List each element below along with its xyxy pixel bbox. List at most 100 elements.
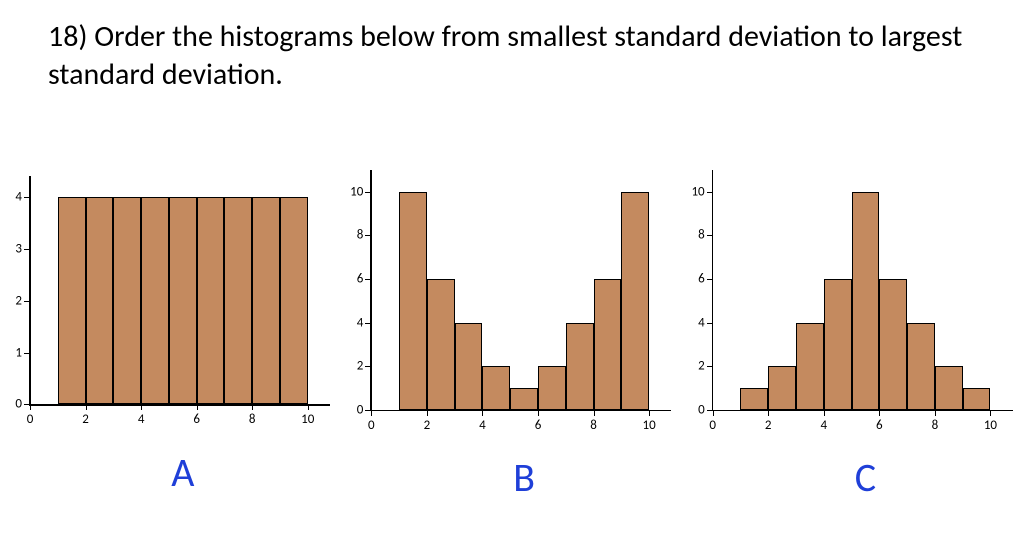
x-tick-label: 4 bbox=[479, 418, 486, 433]
bar bbox=[621, 192, 649, 410]
bar bbox=[594, 279, 622, 410]
chart-label-B: B bbox=[513, 453, 535, 502]
bar bbox=[482, 366, 510, 410]
y-tick bbox=[24, 301, 29, 302]
y-tick-label: 10 bbox=[339, 184, 363, 199]
chart-cell-B: 02468100246810B bbox=[341, 170, 682, 490]
x-tick-label: 6 bbox=[876, 418, 883, 433]
bar bbox=[58, 197, 86, 405]
x-tick bbox=[86, 405, 87, 410]
x-tick-label: 4 bbox=[138, 412, 145, 427]
y-tick bbox=[707, 192, 712, 193]
y-tick-label: 6 bbox=[681, 271, 705, 286]
x-tick bbox=[252, 405, 253, 410]
bar bbox=[538, 366, 566, 410]
bar bbox=[113, 197, 141, 405]
y-tick bbox=[365, 410, 370, 411]
x-tick bbox=[713, 411, 714, 416]
bar bbox=[963, 388, 991, 410]
y-tick bbox=[24, 249, 29, 250]
x-tick bbox=[427, 411, 428, 416]
y-tick-label: 0 bbox=[339, 402, 363, 417]
y-axis bbox=[712, 170, 714, 410]
x-tick bbox=[197, 405, 198, 410]
bar bbox=[169, 197, 197, 405]
x-tick-label: 0 bbox=[27, 412, 34, 427]
y-tick bbox=[365, 235, 370, 236]
y-tick bbox=[24, 197, 29, 198]
x-tick bbox=[538, 411, 539, 416]
y-tick bbox=[365, 192, 370, 193]
y-axis bbox=[29, 176, 31, 404]
x-tick bbox=[935, 411, 936, 416]
y-axis bbox=[370, 170, 372, 410]
y-tick-label: 4 bbox=[0, 189, 22, 204]
histogram-C: 02468100246810 bbox=[713, 170, 1013, 425]
bar bbox=[86, 197, 114, 405]
x-tick bbox=[768, 411, 769, 416]
y-tick-label: 3 bbox=[0, 241, 22, 256]
x-tick-label: 6 bbox=[193, 412, 200, 427]
y-tick bbox=[707, 279, 712, 280]
chart-label-A: A bbox=[171, 448, 194, 497]
y-tick-label: 4 bbox=[339, 315, 363, 330]
histogram-A: 012340246810 bbox=[30, 176, 330, 420]
bar bbox=[740, 388, 768, 410]
bar bbox=[280, 197, 308, 405]
bar bbox=[907, 323, 935, 410]
x-tick bbox=[482, 411, 483, 416]
bar bbox=[455, 323, 483, 410]
x-tick-label: 10 bbox=[643, 418, 656, 433]
bar bbox=[141, 197, 169, 405]
y-tick-label: 0 bbox=[0, 397, 22, 412]
x-axis bbox=[370, 410, 671, 412]
chart-label-C: C bbox=[855, 453, 876, 502]
x-axis bbox=[29, 404, 330, 406]
x-tick-label: 10 bbox=[301, 412, 314, 427]
y-tick bbox=[365, 323, 370, 324]
bar bbox=[768, 366, 796, 410]
bar bbox=[935, 366, 963, 410]
bar bbox=[224, 197, 252, 405]
y-tick bbox=[24, 353, 29, 354]
y-tick bbox=[365, 366, 370, 367]
y-tick bbox=[24, 404, 29, 405]
x-tick-label: 2 bbox=[424, 418, 431, 433]
x-tick-label: 0 bbox=[709, 418, 716, 433]
y-tick bbox=[707, 410, 712, 411]
bar bbox=[510, 388, 538, 410]
bar bbox=[824, 279, 852, 410]
charts-row: 012340246810A02468100246810B024681002468… bbox=[0, 170, 1024, 490]
y-tick-label: 4 bbox=[681, 315, 705, 330]
x-tick-label: 8 bbox=[249, 412, 256, 427]
question-text: 18) Order the histograms below from smal… bbox=[48, 18, 978, 93]
x-tick-label: 0 bbox=[368, 418, 375, 433]
chart-cell-C: 02468100246810C bbox=[683, 170, 1024, 490]
y-tick-label: 8 bbox=[339, 228, 363, 243]
y-tick bbox=[707, 366, 712, 367]
x-tick bbox=[594, 411, 595, 416]
x-tick-label: 4 bbox=[820, 418, 827, 433]
x-tick bbox=[308, 405, 309, 410]
x-tick bbox=[649, 411, 650, 416]
x-tick-label: 8 bbox=[932, 418, 939, 433]
y-tick-label: 10 bbox=[681, 184, 705, 199]
x-tick-label: 2 bbox=[765, 418, 772, 433]
chart-cell-A: 012340246810A bbox=[0, 170, 341, 490]
x-tick-label: 6 bbox=[535, 418, 542, 433]
x-tick bbox=[141, 405, 142, 410]
x-tick bbox=[990, 411, 991, 416]
x-tick bbox=[371, 411, 372, 416]
x-tick bbox=[30, 405, 31, 410]
y-tick-label: 2 bbox=[681, 359, 705, 374]
y-tick-label: 8 bbox=[681, 228, 705, 243]
y-tick-label: 2 bbox=[339, 359, 363, 374]
y-tick-label: 0 bbox=[681, 402, 705, 417]
x-tick-label: 10 bbox=[984, 418, 997, 433]
x-axis bbox=[712, 410, 1013, 412]
y-tick-label: 6 bbox=[339, 271, 363, 286]
y-tick bbox=[707, 235, 712, 236]
y-tick-label: 2 bbox=[0, 293, 22, 308]
bar bbox=[852, 192, 880, 410]
y-tick-label: 1 bbox=[0, 345, 22, 360]
